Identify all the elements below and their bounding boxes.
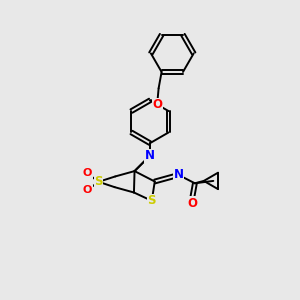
Text: O: O	[152, 98, 162, 111]
Text: S: S	[148, 194, 156, 207]
Text: S: S	[94, 175, 103, 188]
Text: O: O	[187, 197, 197, 210]
Text: O: O	[82, 185, 92, 195]
Text: N: N	[173, 169, 184, 182]
Text: N: N	[145, 149, 155, 162]
Text: O: O	[82, 169, 92, 178]
